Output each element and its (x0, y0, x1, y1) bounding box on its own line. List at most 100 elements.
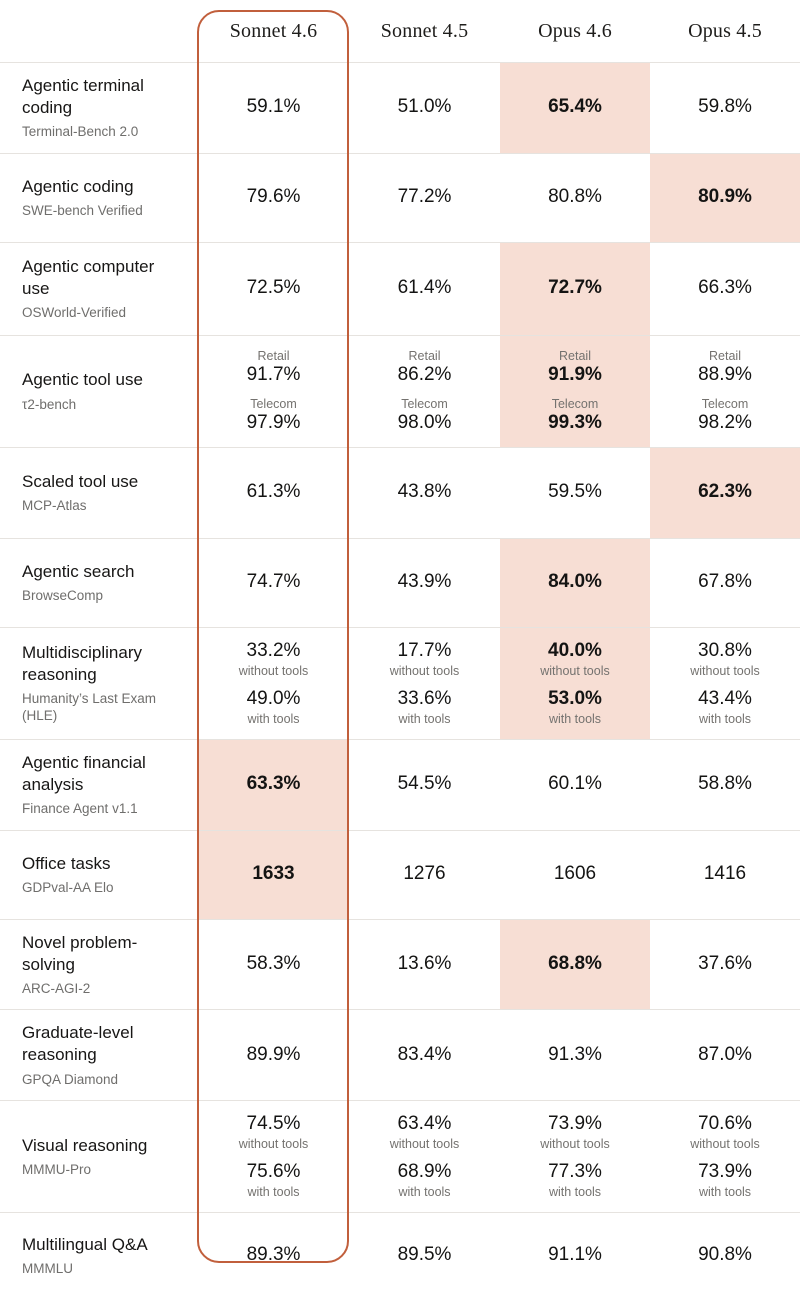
score-cell: 1276 (349, 831, 500, 919)
benchmark-row: Multilingual Q&A MMMLU 89.3% 89.5% 91.1% 90.8… (0, 1212, 800, 1298)
score-entry: 90.8% (698, 1244, 752, 1267)
table-body: Agentic terminal coding Terminal-Bench 2.… (0, 62, 800, 1298)
score-entry: 58.8% (698, 773, 752, 796)
score-cell: 66.3% (650, 243, 800, 335)
score-entry: 40.0% without tools (540, 640, 609, 679)
score-value: 68.9% (397, 1161, 452, 1183)
score-cell: Retail 86.2% Telecom 98.0% (349, 336, 500, 447)
score-value: 61.4% (397, 277, 452, 299)
column-header-opus-4-6: Opus 4.6 (538, 19, 612, 42)
benchmark-name: Agentic terminal coding (22, 76, 144, 118)
score-value: 72.5% (246, 277, 301, 299)
score-value: 58.3% (246, 953, 301, 975)
score-entry: Telecom 98.2% (698, 396, 752, 435)
benchmark-source: SWE-bench Verified (22, 203, 143, 218)
score-sublabel: Retail (257, 348, 290, 363)
score-value: 89.9% (246, 1043, 301, 1065)
benchmark-name: Agentic search (22, 562, 135, 581)
score-value: 90.8% (698, 1244, 752, 1266)
benchmark-row: Scaled tool use MCP-Atlas 61.3% 43.8% 59.5% 6… (0, 446, 800, 538)
benchmark-label-cell: Graduate-level reasoning GPQA Diamond (0, 1010, 198, 1100)
score-value: 53.0% (548, 687, 602, 709)
score-cell: 13.6% (349, 920, 500, 1010)
score-entry: 70.6% without tools (690, 1113, 759, 1152)
score-value: 77.3% (548, 1161, 602, 1183)
score-value: 59.1% (246, 96, 301, 118)
score-value: 74.7% (246, 571, 301, 593)
benchmark-label-cell: Agentic coding SWE-bench Verified (0, 154, 198, 242)
score-cell: Retail 88.9% Telecom 98.2% (650, 336, 800, 447)
score-cell: 1633 (198, 830, 349, 919)
score-cell: 30.8% without tools 43.4% with tools (650, 628, 800, 739)
benchmark-label-cell: Novel problem-solving ARC-AGI-2 (0, 920, 198, 1010)
score-cell: 58.3% (198, 920, 349, 1010)
score-cell: 67.8% (650, 539, 800, 627)
score-entry: Retail 86.2% (398, 348, 452, 387)
score-sublabel: with tools (548, 711, 602, 726)
score-cell: 59.8% (650, 63, 800, 153)
score-cell: 63.3% (198, 739, 349, 830)
benchmark-label-cell: Multidisciplinary reasoning Humanity’s La… (0, 628, 198, 739)
score-cell: 61.3% (198, 448, 349, 538)
score-sublabel: Retail (559, 348, 591, 363)
score-entry: 53.0% with tools (548, 688, 602, 727)
score-value: 87.0% (698, 1043, 752, 1065)
score-cell: 17.7% without tools 33.6% with tools (349, 628, 500, 739)
score-value: 70.6% (698, 1113, 752, 1135)
score-entry: 84.0% (548, 571, 602, 594)
benchmark-source: MMMU-Pro (22, 1161, 91, 1177)
score-entry: 74.5% without tools (239, 1113, 308, 1152)
score-sublabel: Telecom (250, 396, 297, 411)
benchmark-source: Humanity’s Last Exam (HLE) (22, 690, 157, 724)
score-entry: 91.3% (548, 1044, 602, 1067)
benchmark-label-cell: Agentic terminal coding Terminal-Bench 2.… (0, 63, 198, 153)
score-value: 88.9% (698, 363, 752, 385)
score-entry: 89.9% (247, 1044, 301, 1067)
score-cell: 37.6% (650, 920, 800, 1010)
benchmark-row: Agentic tool use τ2-bench Retail 91.7% Telec… (0, 334, 800, 447)
score-entry: 59.5% (548, 481, 602, 504)
score-value: 30.8% (698, 639, 752, 661)
score-entry: 72.7% (548, 277, 602, 300)
score-value: 91.9% (548, 363, 602, 385)
score-entry: Telecom 98.0% (398, 396, 452, 435)
score-sublabel: Telecom (401, 396, 448, 411)
benchmark-row: Office tasks GDPval-AA Elo 1633 1276 1606 141… (0, 829, 800, 919)
score-entry: 67.8% (698, 571, 752, 594)
score-value: 89.3% (246, 1244, 301, 1266)
score-value: 1606 (553, 863, 597, 885)
score-value: 65.4% (548, 96, 602, 118)
score-entry: 1276 (403, 863, 445, 886)
benchmark-name: Graduate-level reasoning (22, 1023, 134, 1065)
score-cell: 73.9% without tools 77.3% with tools (500, 1101, 650, 1212)
score-entry: 68.8% (548, 953, 602, 976)
score-entry: Retail 91.9% (548, 348, 602, 387)
score-cell: Retail 91.9% Telecom 99.3% (500, 335, 650, 447)
score-cell: 72.5% (198, 243, 349, 335)
score-cell: 74.5% without tools 75.6% with tools (198, 1101, 349, 1212)
benchmark-name: Visual reasoning (22, 1135, 148, 1155)
score-entry: 73.9% without tools (540, 1113, 609, 1152)
score-entry: 1416 (704, 863, 746, 886)
benchmark-label-cell: Visual reasoning MMMU-Pro (0, 1101, 198, 1212)
score-entry: 54.5% (398, 773, 452, 796)
score-entry: 89.3% (247, 1244, 301, 1267)
score-value: 74.5% (246, 1113, 301, 1135)
benchmark-name: Agentic computer use (22, 256, 155, 298)
score-value: 83.4% (397, 1043, 452, 1065)
score-value: 80.9% (698, 186, 752, 208)
benchmark-label-cell: Agentic computer use OSWorld-Verified (0, 243, 198, 335)
score-value: 67.8% (698, 571, 752, 593)
score-cell: 40.0% without tools 53.0% with tools (500, 627, 650, 739)
score-cell: 70.6% without tools 73.9% with tools (650, 1101, 800, 1212)
score-sublabel: without tools (238, 663, 309, 678)
score-cell: 72.7% (500, 242, 650, 335)
score-entry: Telecom 99.3% (548, 396, 602, 435)
score-cell: 79.6% (198, 154, 349, 242)
score-value: 51.0% (397, 96, 452, 118)
score-value: 1633 (252, 863, 295, 885)
score-entry: 66.3% (698, 277, 752, 300)
score-value: 73.9% (548, 1113, 602, 1135)
score-value: 60.1% (548, 773, 602, 795)
